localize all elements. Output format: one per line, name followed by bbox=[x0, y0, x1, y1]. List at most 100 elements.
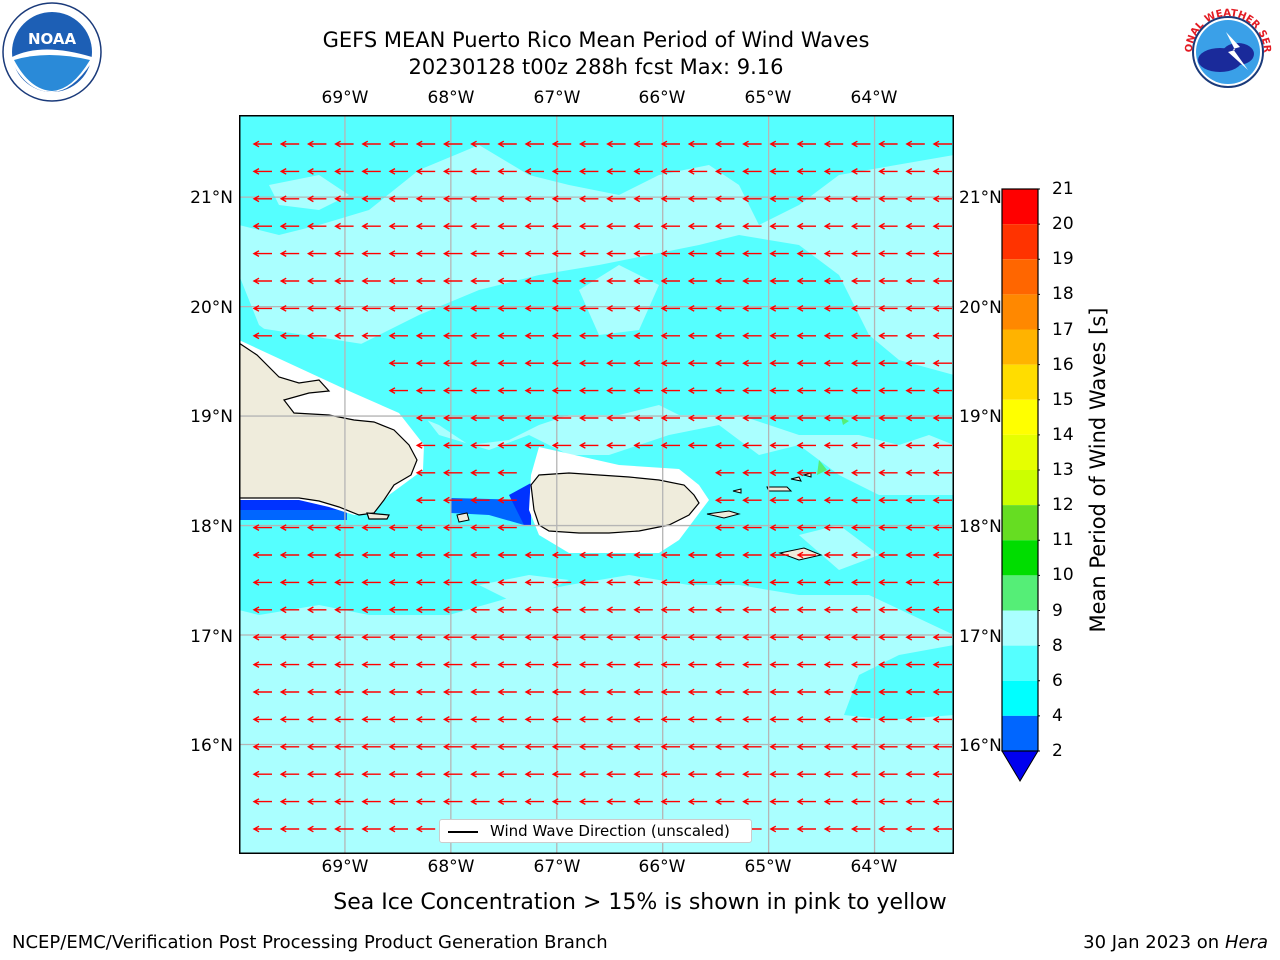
wave-direction-arrow bbox=[442, 496, 463, 504]
wave-direction-arrow bbox=[850, 551, 871, 559]
wave-direction-arrow bbox=[497, 770, 517, 778]
wave-direction-arrow bbox=[306, 715, 327, 723]
wave-direction-arrow bbox=[850, 661, 871, 669]
wave-direction-arrow bbox=[660, 578, 680, 586]
wave-direction-arrow bbox=[932, 250, 952, 258]
wave-direction-arrow bbox=[796, 688, 816, 696]
wave-direction-arrow bbox=[742, 195, 762, 203]
wave-direction-arrow bbox=[279, 798, 300, 806]
wave-direction-arrow bbox=[660, 359, 680, 367]
wave-direction-arrow bbox=[660, 661, 680, 669]
wave-direction-arrow bbox=[497, 414, 517, 422]
wave-direction-arrow bbox=[442, 414, 463, 422]
wave-direction-arrow bbox=[415, 167, 436, 175]
left-lat-label: 18°N bbox=[190, 517, 233, 537]
wave-direction-arrow bbox=[388, 743, 408, 751]
wave-direction-arrow bbox=[279, 825, 300, 833]
wave-direction-arrow bbox=[850, 770, 871, 778]
wave-direction-arrow bbox=[415, 250, 436, 258]
wave-direction-arrow bbox=[388, 825, 408, 833]
wave-direction-arrow bbox=[769, 743, 789, 751]
colorbar-bin bbox=[1002, 680, 1038, 716]
wave-direction-arrow bbox=[742, 250, 762, 258]
wave-direction-arrow bbox=[769, 277, 789, 285]
wave-direction-arrow bbox=[878, 606, 898, 614]
colorbar-bin bbox=[1002, 645, 1038, 681]
wave-direction-arrow bbox=[660, 277, 680, 285]
wave-direction-arrow bbox=[334, 277, 354, 285]
wave-direction-arrow bbox=[905, 304, 925, 312]
wave-direction-arrow bbox=[823, 633, 844, 641]
puerto-rico-land bbox=[530, 472, 700, 534]
colorbar-tick-label: 12 bbox=[1052, 495, 1074, 516]
wave-direction-arrow bbox=[388, 606, 408, 614]
wave-direction-arrow bbox=[551, 770, 572, 778]
wave-direction-arrow bbox=[306, 277, 327, 285]
wave-direction-arrow bbox=[361, 606, 381, 614]
wave-direction-arrow bbox=[442, 140, 463, 148]
wave-direction-arrow bbox=[878, 387, 898, 395]
wave-direction-arrow bbox=[932, 469, 952, 477]
wave-direction-arrow bbox=[769, 140, 789, 148]
wave-direction-arrow bbox=[442, 606, 463, 614]
wave-direction-arrow bbox=[687, 798, 708, 806]
wave-direction-arrow bbox=[687, 167, 708, 175]
wave-direction-arrow bbox=[578, 167, 599, 175]
wave-direction-arrow bbox=[388, 524, 408, 532]
wave-direction-arrow bbox=[415, 825, 436, 833]
wave-direction-arrow bbox=[714, 798, 735, 806]
wave-direction-arrow bbox=[714, 770, 735, 778]
period-2-4-strip bbox=[239, 510, 347, 520]
wave-direction-arrow bbox=[742, 715, 762, 723]
colorbar-extend-triangle bbox=[1001, 750, 1039, 782]
wave-direction-arrow bbox=[551, 387, 572, 395]
wave-direction-arrow bbox=[497, 277, 517, 285]
wave-direction-arrow bbox=[878, 715, 898, 723]
wave-direction-arrow bbox=[687, 578, 708, 586]
wave-direction-arrow bbox=[334, 140, 354, 148]
wave-direction-arrow bbox=[551, 551, 572, 559]
wave-direction-arrow bbox=[279, 250, 300, 258]
gridlines bbox=[239, 115, 954, 854]
wave-direction-arrow bbox=[932, 578, 952, 586]
wave-direction-arrow bbox=[415, 469, 436, 477]
footer-date-text: 30 Jan 2023 on bbox=[1083, 932, 1225, 953]
wave-direction-arrow bbox=[470, 496, 490, 504]
wave-direction-arrow bbox=[252, 277, 272, 285]
wave-direction-arrow bbox=[334, 304, 354, 312]
wave-direction-arrow bbox=[497, 496, 517, 504]
wave-direction-arrow bbox=[606, 551, 626, 559]
wave-direction-arrow bbox=[932, 140, 952, 148]
wave-direction-arrow bbox=[279, 332, 300, 340]
wave-direction-arrow bbox=[388, 688, 408, 696]
wave-direction-arrow bbox=[388, 359, 408, 367]
wave-direction-arrow bbox=[633, 441, 653, 449]
wave-direction-arrow bbox=[905, 277, 925, 285]
wave-direction-arrow bbox=[442, 715, 463, 723]
wave-direction-arrow bbox=[660, 441, 680, 449]
wave-direction-arrow bbox=[578, 222, 599, 230]
legend-line-swatch bbox=[448, 831, 478, 833]
wave-direction-arrow bbox=[932, 633, 952, 641]
wave-direction-arrow bbox=[687, 633, 708, 641]
wave-direction-arrow bbox=[606, 770, 626, 778]
wave-direction-arrow bbox=[823, 167, 844, 175]
wave-direction-arrow bbox=[905, 551, 925, 559]
wave-direction-arrow bbox=[823, 688, 844, 696]
colorbar-tick-label: 16 bbox=[1052, 354, 1074, 375]
wave-direction-arrow bbox=[606, 140, 626, 148]
wave-direction-arrow bbox=[878, 250, 898, 258]
wave-direction-arrow bbox=[606, 798, 626, 806]
wave-direction-arrow bbox=[660, 195, 680, 203]
wave-direction-arrow bbox=[878, 441, 898, 449]
wave-direction-arrow bbox=[850, 332, 871, 340]
legend-label: Wind Wave Direction (unscaled) bbox=[490, 822, 730, 840]
wave-direction-arrow bbox=[361, 578, 381, 586]
wave-direction-arrow bbox=[823, 359, 844, 367]
wave-direction-arrow bbox=[524, 332, 544, 340]
wave-direction-arrow bbox=[470, 798, 490, 806]
left-lat-label: 16°N bbox=[190, 736, 233, 756]
wave-direction-arrow bbox=[823, 387, 844, 395]
wave-direction-arrow bbox=[796, 578, 816, 586]
wave-direction-arrow bbox=[932, 551, 952, 559]
